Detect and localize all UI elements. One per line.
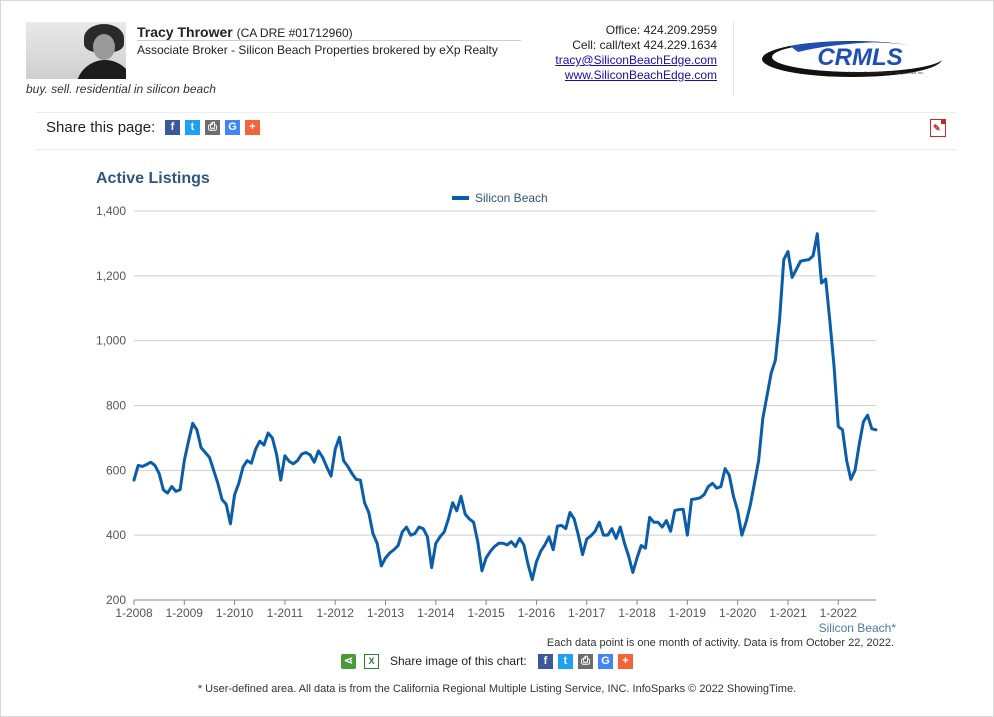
share-bar: Share this page: f t ⎙ G + ✎ bbox=[36, 112, 956, 150]
name-divider bbox=[137, 40, 521, 41]
x-tick-label: 1-2010 bbox=[216, 606, 254, 620]
logo-subtitle: California Regional Multiple Listing Ser… bbox=[848, 71, 924, 75]
share-image-label: Share image of this chart: bbox=[390, 654, 527, 668]
google-icon[interactable]: G bbox=[225, 120, 240, 135]
legend-label: Silicon Beach bbox=[475, 191, 548, 205]
region-note: Silicon Beach* bbox=[818, 621, 896, 635]
agent-name: Tracy Thrower (CA DRE #01712960) bbox=[137, 24, 353, 40]
email-link[interactable]: tracy@SiliconBeachEdge.com bbox=[555, 53, 717, 67]
share-page-label: Share this page: bbox=[46, 119, 156, 136]
crmls-logo: CRMLS California Regional Multiple Listi… bbox=[762, 41, 944, 77]
x-tick-label: 1-2009 bbox=[166, 606, 204, 620]
x-tick-label: 1-2015 bbox=[467, 606, 505, 620]
y-tick-label: 1,000 bbox=[96, 334, 126, 348]
contact-block: Office: 424.209.2959 Cell: call/text 424… bbox=[555, 23, 717, 83]
x-axis-labels: 1-2008 1-2009 1-2010 1-2011 1-2012 1-2013 1-20… bbox=[115, 600, 857, 620]
x-tick-label: 1-2018 bbox=[618, 606, 656, 620]
x-tick-label: 1-2022 bbox=[820, 606, 858, 620]
grid-lines bbox=[134, 210, 876, 601]
y-tick-label: 800 bbox=[106, 399, 126, 413]
x-tick-label: 1-2020 bbox=[719, 606, 757, 620]
share-icon[interactable]: ⋖ bbox=[341, 654, 356, 669]
facebook-icon[interactable]: f bbox=[165, 120, 180, 135]
footer-note: * User-defined area. All data is from th… bbox=[197, 683, 797, 695]
excel-icon[interactable]: X bbox=[364, 654, 379, 669]
google-icon[interactable]: G bbox=[598, 654, 613, 669]
x-tick-label: 1-2012 bbox=[317, 606, 355, 620]
chart-title: Active Listings bbox=[96, 170, 210, 187]
active-listings-chart: 200 400 600 800 1,000 1,200 1,400 1-2008 1-2009… bbox=[96, 191, 878, 620]
legend: Silicon Beach bbox=[452, 191, 548, 205]
x-tick-label: 1-2021 bbox=[769, 606, 807, 620]
cell-phone: Cell: call/text 424.229.1634 bbox=[572, 38, 717, 52]
y-tick-label: 400 bbox=[106, 528, 126, 542]
website-link[interactable]: www.SiliconBeachEdge.com bbox=[564, 68, 717, 82]
series-layer bbox=[132, 232, 878, 582]
series-line-silicon-beach bbox=[132, 232, 878, 582]
facebook-icon[interactable]: f bbox=[538, 654, 553, 669]
twitter-icon[interactable]: t bbox=[185, 120, 200, 135]
y-tick-label: 600 bbox=[106, 463, 126, 477]
pdf-icon[interactable]: ✎ bbox=[930, 119, 946, 137]
agent-name-text: Tracy Thrower bbox=[137, 24, 233, 40]
agent-dre: (CA DRE #01712960) bbox=[236, 26, 353, 40]
y-axis-labels: 200 400 600 800 1,000 1,200 1,400 bbox=[96, 204, 126, 607]
x-tick-label: 1-2016 bbox=[518, 606, 556, 620]
x-tick-label: 1-2014 bbox=[417, 606, 455, 620]
office-phone: Office: 424.209.2959 bbox=[605, 23, 717, 37]
x-tick-label: 1-2019 bbox=[669, 606, 707, 620]
agent-title: Associate Broker - Silicon Beach Propert… bbox=[137, 43, 498, 57]
plus-icon[interactable]: + bbox=[618, 654, 633, 669]
print-icon[interactable]: ⎙ bbox=[578, 654, 593, 669]
y-tick-label: 200 bbox=[106, 593, 126, 607]
print-icon[interactable]: ⎙ bbox=[205, 120, 220, 135]
twitter-icon[interactable]: t bbox=[558, 654, 573, 669]
x-tick-label: 1-2017 bbox=[568, 606, 606, 620]
x-tick-label: 1-2011 bbox=[267, 606, 304, 620]
y-tick-label: 1,400 bbox=[96, 204, 126, 218]
plus-icon[interactable]: + bbox=[245, 120, 260, 135]
x-tick-label: 1-2013 bbox=[367, 606, 405, 620]
x-tick-label: 1-2008 bbox=[115, 606, 153, 620]
logo-text: CRMLS bbox=[817, 44, 902, 71]
header-divider bbox=[733, 22, 734, 96]
data-note: Each data point is one month of activity… bbox=[546, 637, 894, 649]
y-tick-label: 1,200 bbox=[96, 269, 126, 283]
agent-photo bbox=[26, 22, 126, 79]
agent-tagline: buy. sell. residential in silicon beach bbox=[26, 82, 216, 96]
